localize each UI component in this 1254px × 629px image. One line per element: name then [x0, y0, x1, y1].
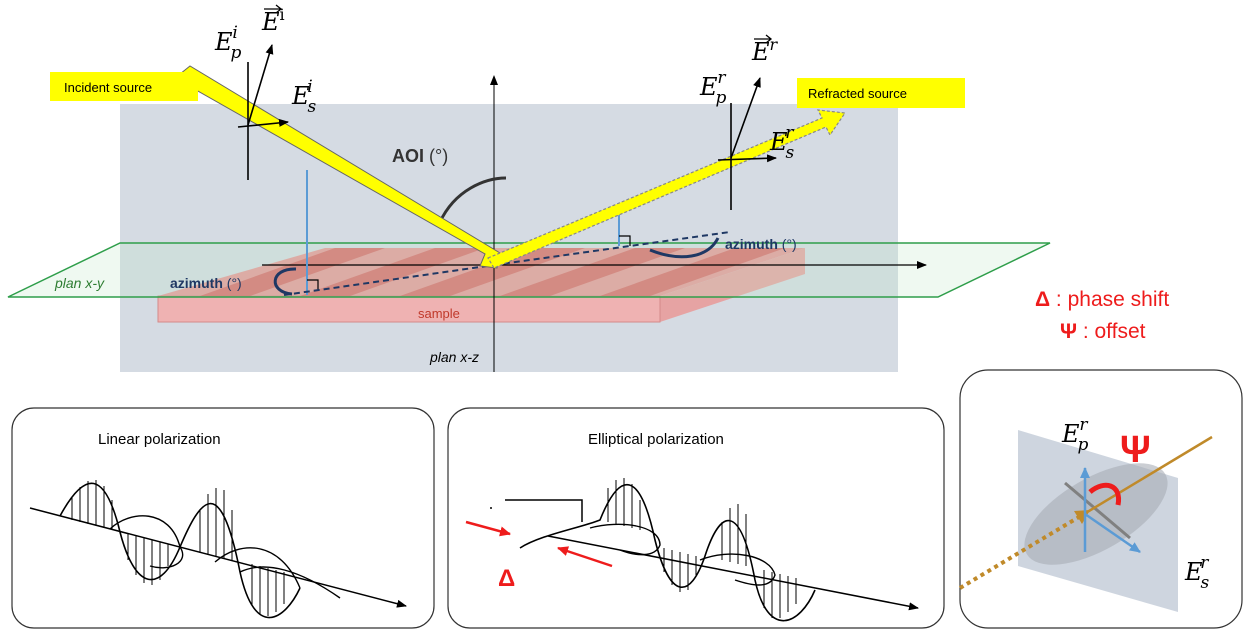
psi-arc	[1088, 482, 1122, 506]
incident-ep-label: Epi	[214, 23, 242, 63]
psi-ellipse-axis	[1064, 481, 1131, 540]
incident-es-label: Esi	[291, 77, 317, 117]
incident-source-box	[50, 72, 198, 101]
plan-xy-plane	[7, 242, 1051, 298]
elliptical-delta-marker: Δ	[498, 565, 515, 592]
refracted-ep-label: Epr	[699, 68, 727, 108]
psi-beam-dotted	[958, 512, 1086, 590]
linear-wave	[29, 480, 407, 619]
psi-marker: Ψ	[1120, 429, 1151, 471]
linear-polarization-title: Linear polarization	[98, 431, 221, 448]
psi-legend: Ψ : offset	[1060, 320, 1146, 343]
incident-field-vectors	[237, 44, 289, 180]
delta-legend: Δ : phase shift	[1035, 288, 1169, 311]
elliptical-polarization-panel	[447, 407, 945, 629]
linear-polarization-panel	[11, 407, 435, 629]
aoi-arc	[438, 176, 507, 223]
refracted-e-vector-arrow-bar	[754, 34, 773, 44]
elliptical-wave	[465, 478, 919, 622]
plan-xz-label: plan x-z	[429, 349, 479, 365]
azimuth-line-left	[283, 264, 495, 296]
azimuth-right-label: azimuth (°)	[725, 236, 797, 252]
aoi-label: AOI (°)	[392, 146, 448, 166]
refracted-source-box	[797, 78, 965, 108]
psi-es-vector	[1084, 512, 1141, 554]
incident-e-vector-label: Ei	[261, 5, 285, 36]
right-angle-right	[619, 235, 631, 246]
refracted-beam	[487, 109, 847, 269]
incident-source-label: Incident source	[64, 80, 152, 95]
plan-xy-label: plan x-y	[54, 275, 105, 291]
refracted-field-vectors	[717, 77, 777, 210]
azimuth-left-label: azimuth (°)	[170, 275, 242, 291]
right-angle-left	[307, 279, 319, 291]
incident-beam	[174, 65, 501, 269]
refracted-es-label: Esr	[769, 123, 795, 163]
azimuth-arc-left	[273, 267, 297, 296]
refracted-source-label: Refracted source	[808, 86, 907, 101]
psi-beam-solid	[1083, 435, 1213, 516]
refracted-e-vector-label: Er	[751, 35, 779, 66]
elliptical-polarization-title: Elliptical polarization	[588, 431, 724, 448]
psi-es-label: Esr	[1184, 553, 1210, 593]
psi-ellipse	[1024, 463, 1168, 565]
incident-e-vector-arrow-bar	[264, 4, 283, 14]
psi-ep-label: Epr	[1061, 415, 1089, 455]
sample-label: sample	[418, 306, 460, 321]
sample-block	[157, 248, 805, 323]
azimuth-arc-right	[649, 237, 720, 259]
